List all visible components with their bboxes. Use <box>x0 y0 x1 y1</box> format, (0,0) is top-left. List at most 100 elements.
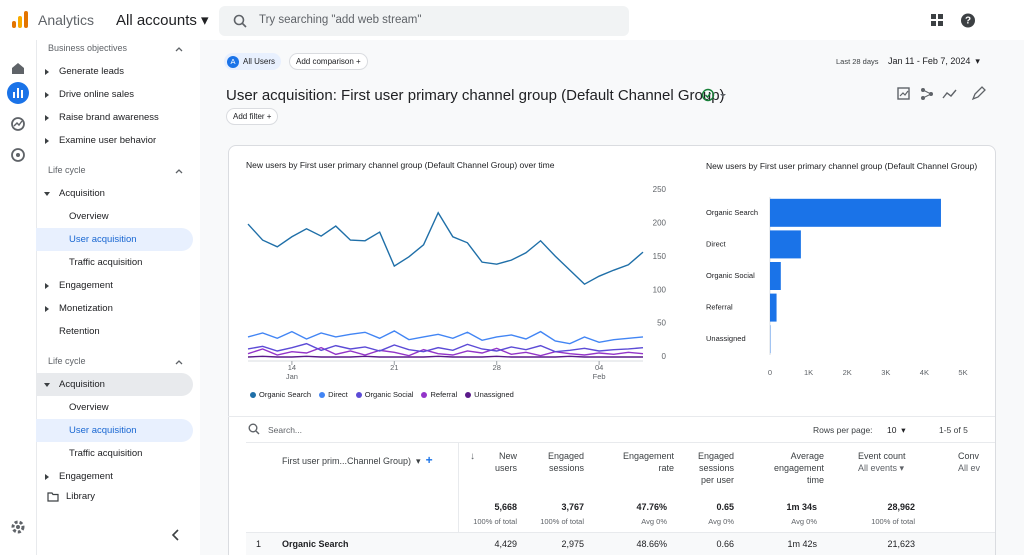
segment-avatar: A <box>227 55 239 68</box>
x-tick-label: 4K <box>920 368 929 377</box>
add-comparison[interactable]: Add comparison + <box>289 53 368 70</box>
nav-item[interactable]: Generate leads <box>36 60 193 83</box>
nav-subitem[interactable]: Traffic acquisition <box>36 251 193 274</box>
nav-item[interactable]: Acquisition <box>36 182 193 205</box>
nav-arrow <box>45 283 49 289</box>
legend-item[interactable]: Unassigned <box>465 390 514 399</box>
nav-item-label: Acquisition <box>59 188 105 199</box>
legend-item[interactable]: Referral <box>421 390 457 399</box>
y-tick-label: 200 <box>653 219 667 228</box>
total-value: 0.65 <box>716 502 734 512</box>
title-status[interactable] <box>700 87 734 103</box>
bar <box>770 198 941 227</box>
segment-chip[interactable]: A All Users <box>224 53 282 70</box>
total-value: 28,962 <box>887 502 915 512</box>
table-search[interactable]: Search... <box>268 425 303 435</box>
column-header[interactable]: Average engagement time <box>757 450 824 486</box>
bar <box>770 262 781 290</box>
row-cell: 2,975 <box>561 539 584 549</box>
nav-item-label: Generate leads <box>59 66 124 77</box>
nav-item[interactable]: Drive online sales <box>36 83 193 106</box>
bar-chart-title: New users by First user primary channel … <box>706 161 978 171</box>
dimension-header[interactable]: First user prim...Channel Group) ▾ + <box>282 453 433 467</box>
legend-swatch <box>421 391 428 398</box>
nav-item[interactable]: Raise brand awareness <box>36 106 193 129</box>
column-header-label: Event count <box>858 451 906 461</box>
column-header[interactable]: Engagement rate <box>607 450 674 474</box>
nav-item[interactable]: Engagement <box>36 274 193 297</box>
nav-item[interactable]: Engagement <box>36 465 193 488</box>
nav-item-label: Engagement <box>59 280 113 291</box>
bar <box>770 293 777 322</box>
column-filter[interactable]: All ev <box>958 462 980 474</box>
pagination: 1-5 of 5 <box>939 425 968 435</box>
legend-swatch <box>465 391 472 398</box>
total-value: 3,767 <box>561 502 584 512</box>
rows-per-page[interactable]: 10 ▾ <box>887 425 906 435</box>
x-tick-label: 1K <box>804 368 813 377</box>
dimension-header-label: First user prim...Channel Group) <box>282 456 412 466</box>
x-tick-label: 2K <box>843 368 852 377</box>
legend-swatch <box>355 391 362 398</box>
sidebar-bg <box>37 40 200 555</box>
legend-item[interactable]: Organic Search <box>250 390 311 399</box>
column-header[interactable]: Conv All ev <box>958 450 980 474</box>
nav-subitem-label: User acquisition <box>69 425 137 436</box>
svg-text:?: ? <box>965 16 971 27</box>
row-cell: 0.66 <box>716 539 734 549</box>
column-header-label: New users <box>494 451 517 473</box>
legend-item[interactable]: Organic Social <box>355 390 413 399</box>
line-chart-title: New users by First user primary channel … <box>246 160 555 170</box>
top-icons[interactable]: ? <box>930 13 978 29</box>
nav-item-label: Examine user behavior <box>59 135 157 146</box>
row-cell: 4,429 <box>494 539 517 549</box>
sidebar: Business objectives Generate leads Drive o… <box>36 0 200 488</box>
account-picker[interactable]: All accounts ▾ <box>116 12 209 29</box>
rail-icons[interactable] <box>0 40 36 555</box>
column-header[interactable]: Engaged sessions <box>524 450 584 474</box>
row-cell: 21,623 <box>887 539 915 549</box>
category-label: Direct <box>706 239 727 248</box>
nav-item[interactable]: Acquisition <box>36 373 193 396</box>
nav-subitem[interactable]: Overview <box>36 205 193 228</box>
nav-arrow <box>45 306 49 312</box>
rows-per-page-value: 10 <box>887 425 897 435</box>
date-picker[interactable]: Jan 11 - Feb 7, 2024 ▾ <box>888 56 980 66</box>
column-header-label: Average engagement time <box>773 451 824 485</box>
header-actions[interactable] <box>895 85 990 103</box>
nav-subitem[interactable]: User acquisition <box>36 228 193 251</box>
legend-item[interactable]: Direct <box>319 390 348 399</box>
column-header[interactable]: Event count All events ▾ <box>858 450 906 474</box>
nav-subitem[interactable]: Traffic acquisition <box>36 442 193 465</box>
total-note: Avg 0% <box>708 517 734 526</box>
collapse-icon[interactable] <box>170 528 182 542</box>
nav-subitem-label: User acquisition <box>69 234 137 245</box>
product-name: Analytics <box>38 12 95 28</box>
nav-subitem[interactable]: Overview <box>36 396 193 419</box>
y-tick-label: 150 <box>653 252 667 261</box>
y-tick-label: 50 <box>657 319 666 328</box>
nav-item[interactable]: Retention <box>36 320 193 343</box>
series-line <box>247 211 644 286</box>
library-row[interactable]: Library <box>37 487 200 507</box>
total-value: 1m 34s <box>786 502 817 512</box>
column-header-label: Conv <box>958 451 980 461</box>
search-box[interactable]: Try searching "add web stream" <box>219 6 629 36</box>
column-filter[interactable]: All events ▾ <box>858 463 905 473</box>
category-label: Organic Search <box>706 208 758 217</box>
column-filter-label: All ev <box>958 463 981 473</box>
nav-subitem[interactable]: User acquisition <box>36 419 193 442</box>
column-header-label: Engaged sessions <box>547 451 584 473</box>
column-header[interactable]: Engaged sessions per user <box>674 450 734 486</box>
section-chevron <box>175 169 183 174</box>
nav-item[interactable]: Monetization <box>36 297 193 320</box>
legend-swatch <box>250 391 256 398</box>
column-header[interactable]: New users <box>457 450 517 474</box>
nav-item[interactable]: Examine user behavior <box>36 129 193 152</box>
total-note: 100% of total <box>540 517 584 526</box>
add-filter[interactable]: Add filter + <box>226 108 279 125</box>
nav-item-label: Retention <box>59 326 100 337</box>
segment-name: All Users <box>243 57 276 66</box>
table-header-divider <box>246 442 995 443</box>
column-header-label: Engagement rate <box>622 451 674 473</box>
